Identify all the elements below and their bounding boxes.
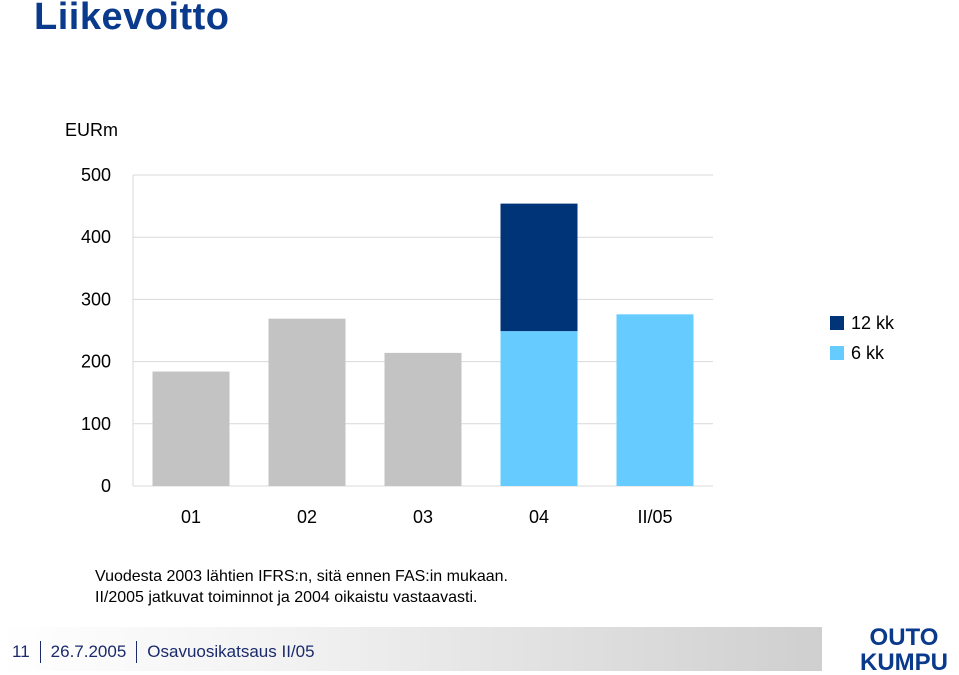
x-tick-label: 03 bbox=[413, 507, 433, 527]
outokumpu-logo: OUTO KUMPU bbox=[860, 624, 948, 673]
legend-item-12kk: 12 kk bbox=[830, 308, 894, 338]
logo-line-2: KUMPU bbox=[860, 649, 948, 673]
x-tick-label: 01 bbox=[181, 507, 201, 527]
x-tick-label: 02 bbox=[297, 507, 317, 527]
legend: 12 kk 6 kk bbox=[830, 308, 894, 368]
bar-12kk-04 bbox=[500, 203, 578, 332]
bar-6kk-04 bbox=[500, 331, 578, 486]
legend-swatch-6kk bbox=[830, 346, 844, 360]
unit-label: EURm bbox=[65, 120, 118, 140]
legend-label-6kk: 6 kk bbox=[851, 342, 885, 363]
y-tick-label: 100 bbox=[81, 414, 111, 434]
footer: 11 26.7.2005 Osavuosikatsaus II/05 bbox=[12, 641, 315, 663]
bar-6kk-02 bbox=[268, 318, 346, 486]
x-tick-label: 04 bbox=[529, 507, 549, 527]
bar-6kk-II/05 bbox=[616, 314, 694, 486]
footer-divider bbox=[39, 641, 41, 663]
bar-6kk-03 bbox=[384, 352, 462, 486]
y-tick-label: 500 bbox=[81, 165, 111, 185]
legend-swatch-12kk bbox=[830, 316, 844, 330]
page-number: 11 bbox=[12, 642, 30, 661]
footer-date: 26.7.2005 bbox=[50, 642, 127, 661]
footnote: Vuodesta 2003 lähtien IFRS:n, sitä ennen… bbox=[95, 566, 508, 608]
legend-item-6kk: 6 kk bbox=[830, 338, 894, 368]
footnote-line-1: Vuodesta 2003 lähtien IFRS:n, sitä ennen… bbox=[95, 568, 508, 585]
logo-line-1: OUTO bbox=[870, 624, 939, 651]
footer-divider bbox=[136, 641, 138, 663]
y-tick-label: 0 bbox=[101, 476, 111, 496]
bar-chart: 0 100 200 300 400 500 01 02 03 04 II/05 bbox=[81, 165, 713, 527]
y-tick-label: 200 bbox=[81, 352, 111, 372]
chart-title: Liikevoitto bbox=[34, 0, 230, 38]
bar-6kk-01 bbox=[152, 371, 230, 486]
legend-label-12kk: 12 kk bbox=[851, 312, 895, 333]
footer-title: Osavuosikatsaus II/05 bbox=[147, 642, 315, 661]
y-tick-label: 400 bbox=[81, 227, 111, 247]
y-tick-label: 300 bbox=[81, 289, 111, 309]
x-tick-label: II/05 bbox=[637, 507, 672, 527]
footnote-line-2: II/2005 jatkuvat toiminnot ja 2004 oikai… bbox=[95, 589, 478, 606]
